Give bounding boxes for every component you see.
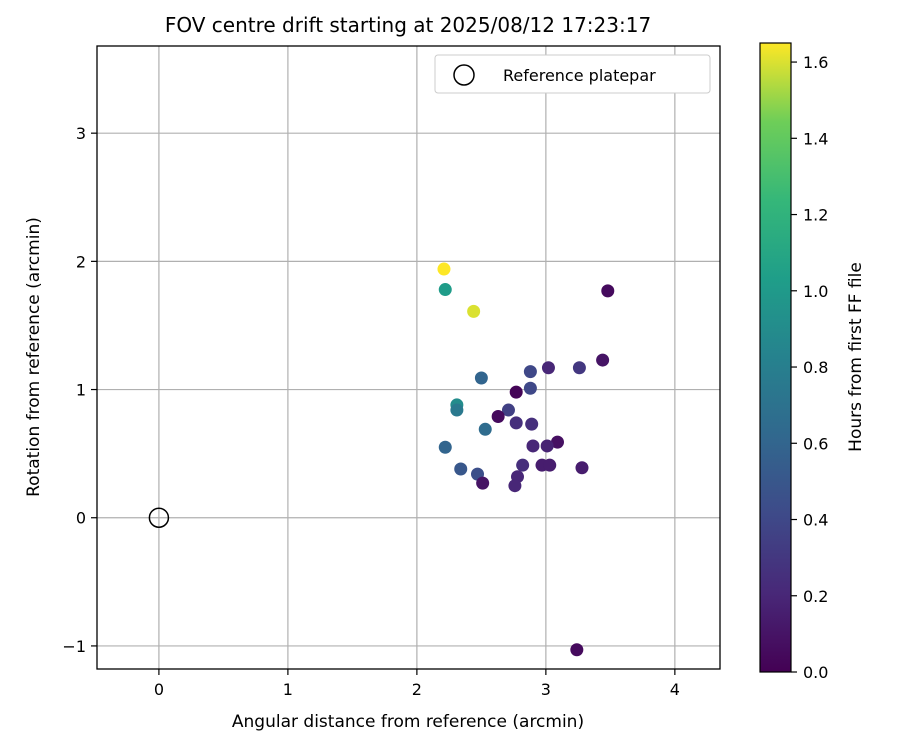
y-tick-label: 0 xyxy=(76,509,86,528)
reference-platepar-marker xyxy=(148,507,170,528)
scatter-point xyxy=(476,476,490,490)
scatter-point xyxy=(543,458,557,472)
y-tick-label: 2 xyxy=(76,252,86,271)
scatter-point xyxy=(501,403,515,417)
scatter-point xyxy=(474,371,488,385)
legend: Reference platepar xyxy=(434,54,711,94)
scatter-point xyxy=(572,361,586,375)
x-tick-label: 3 xyxy=(541,680,551,699)
chart-title: FOV centre drift starting at 2025/08/12 … xyxy=(165,13,651,37)
x-tick-label: 4 xyxy=(670,680,680,699)
y-tick-label: 3 xyxy=(76,124,86,143)
scatter-point xyxy=(541,361,555,375)
scatter-point xyxy=(550,435,564,449)
colorbar xyxy=(759,42,792,673)
scatter-points xyxy=(437,262,615,657)
plot-frame xyxy=(96,45,721,670)
x-tick-label: 1 xyxy=(283,680,293,699)
colorbar-tick-label: 0.4 xyxy=(803,511,828,530)
scatter-point xyxy=(467,304,481,318)
scatter-point xyxy=(509,385,523,399)
scatter-point xyxy=(509,416,523,430)
x-axis-label: Angular distance from reference (arcmin) xyxy=(232,712,584,732)
scatter-point xyxy=(450,403,464,417)
scatter-point xyxy=(525,417,539,431)
scatter-point xyxy=(526,439,540,453)
legend-box xyxy=(434,54,711,94)
scatter-point xyxy=(596,353,610,367)
colorbar-ticks: 0.0 0.2 0.4 0.6 0.8 1.0 1.2 1.4 1.6 xyxy=(791,53,828,682)
colorbar-tick-label: 1.0 xyxy=(803,282,828,301)
colorbar-tick-label: 0.0 xyxy=(803,663,828,682)
colorbar-tick-label: 0.8 xyxy=(803,358,828,377)
scatter-point xyxy=(491,409,505,423)
colorbar-tick-label: 0.2 xyxy=(803,587,828,606)
axis-ticks: 0 1 2 3 4 −1 0 1 2 3 xyxy=(62,124,680,699)
x-tick-label: 0 xyxy=(154,680,164,699)
x-tick-label: 2 xyxy=(412,680,422,699)
scatter-point xyxy=(437,262,451,276)
scatter-point xyxy=(601,284,615,298)
scatter-point xyxy=(570,643,584,657)
y-axis-label: Rotation from reference (arcmin) xyxy=(24,217,44,497)
legend-open-circle-marker xyxy=(453,64,475,86)
legend-label: Reference platepar xyxy=(503,66,656,85)
scatter-point xyxy=(516,458,530,472)
scatter-point xyxy=(438,283,452,297)
y-tick-label: 1 xyxy=(76,381,86,400)
grid xyxy=(97,46,720,669)
scatter-point xyxy=(523,365,537,379)
colorbar-tick-label: 0.6 xyxy=(803,434,828,453)
reference-marker xyxy=(148,507,170,528)
colorbar-tick-label: 1.4 xyxy=(803,129,828,148)
scatter-point xyxy=(478,422,492,436)
scatter-point xyxy=(575,461,589,475)
scatter-point xyxy=(454,462,468,476)
scatter-point xyxy=(508,479,522,493)
scatter-point xyxy=(540,439,554,453)
scatter-point xyxy=(523,381,537,395)
y-tick-label: −1 xyxy=(62,637,86,656)
scatter-point xyxy=(438,440,452,454)
colorbar-tick-label: 1.6 xyxy=(803,53,828,72)
colorbar-tick-label: 1.2 xyxy=(803,206,828,225)
colorbar-label: Hours from first FF file xyxy=(846,262,866,452)
